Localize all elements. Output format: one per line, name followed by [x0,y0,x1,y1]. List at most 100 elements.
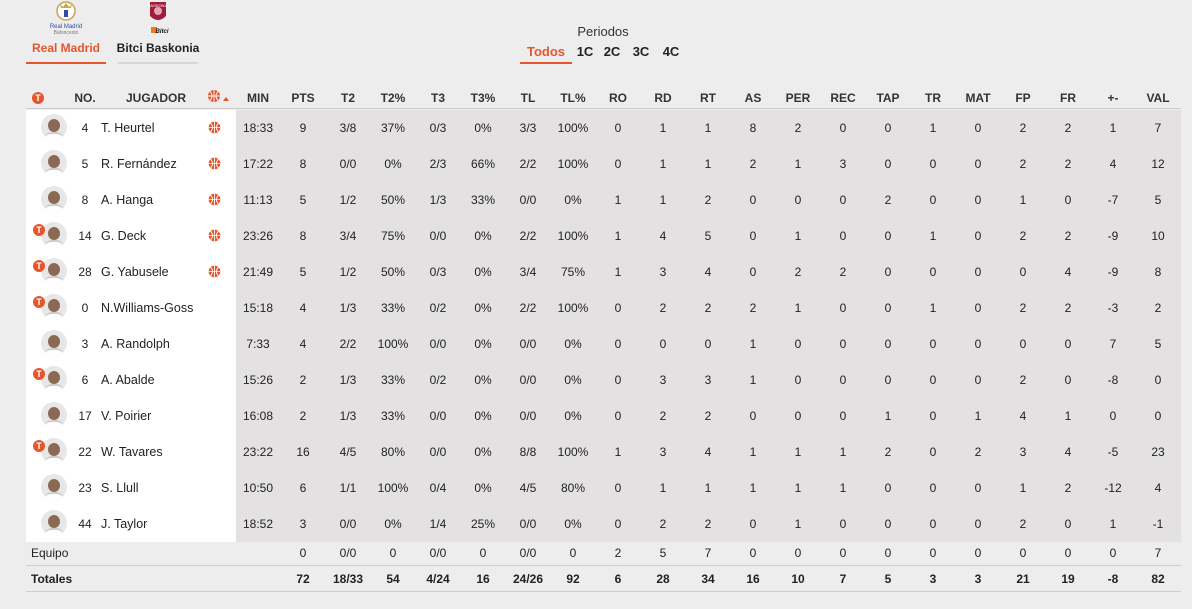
player-name[interactable]: T. Heurtel [101,121,155,135]
col-header-mat[interactable]: MAT [965,91,991,105]
player-name[interactable]: N.Williams-Goss [101,301,194,315]
table-row[interactable]: 3 A. Randolph 7:33 4 2/2 100% 0/0 0% 0/0 0% 0 0 0 1 0 0… [0,326,1192,362]
period-tab-todos[interactable]: Todos [520,44,572,64]
col-header-tl-pct[interactable]: TL% [560,91,586,105]
col-header-fr[interactable]: FR [1060,91,1076,105]
total-cell: 0 [794,546,802,560]
col-header-min[interactable]: MIN [247,91,269,105]
stat-cell: 1 [1064,409,1072,423]
col-header-rt[interactable]: RT [700,91,716,105]
col-header-tl[interactable]: TL [520,91,536,105]
col-header-plus-minus[interactable]: +- [1107,91,1119,105]
col-header-player[interactable]: JUGADOR [125,91,186,105]
table-row[interactable]: T 14 G. Deck 23:26 8 3/4 75% 0/0 0% 2/2 100% 1 4 5 0 1 0… [0,218,1192,254]
stat-cell: 0/0 [519,409,537,423]
stat-cell: 0 [1064,373,1072,387]
stat-cell: 0 [929,481,937,495]
col-header-ro[interactable]: RO [609,91,627,105]
stat-cell: 0 [749,229,757,243]
table-row[interactable]: 44 J. Taylor 18:52 3 0/0 0% 1/4 25% 0/0 0% 0 2 2 0 1 0 0… [0,506,1192,542]
col-header-rd[interactable]: RD [654,91,672,105]
player-name[interactable]: R. Fernández [101,157,177,171]
team-tab-real-madrid[interactable]: Real Madrid Baloncesto Real Madrid [26,0,106,64]
col-header-fp[interactable]: FP [1015,91,1031,105]
col-header-tap[interactable]: TAP [876,91,900,105]
col-header-rec[interactable]: REC [830,91,856,105]
stat-cell: 6 [299,481,307,495]
team-tab-baskonia[interactable]: BASKONIA Bitci Bitci Baskonia [117,0,199,64]
player-number: 8 [81,193,89,207]
period-tab-2c[interactable]: 2C [603,44,621,59]
table-row[interactable]: 17 V. Poirier 16:08 2 1/3 33% 0/0 0% 0/0 0% 0 2 2 0 0 0… [0,398,1192,434]
table-row[interactable]: 8 A. Hanga 11:13 5 1/2 50% 1/3 33% 0/0 0% 1 1 2 0 0 0 2 0… [0,182,1192,218]
table-row[interactable]: 5 R. Fernández 17:22 8 0/0 0% 2/3 66% 2/2 100% 0 1 1… [0,146,1192,182]
stat-cell: 0 [974,337,982,351]
total-cell: 0/0 [519,546,537,560]
col-header-per[interactable]: PER [785,91,811,105]
starter-sort-icon[interactable] [207,89,231,108]
stat-cell: 0% [564,373,582,387]
stat-cell: 23 [1151,445,1165,459]
stat-cell: 7 [1109,337,1117,351]
player-name[interactable]: V. Poirier [101,409,152,423]
stat-cell: 8 [1154,265,1162,279]
totals-row: Totales 72 18/33 54 4/24 16 24/26 92 6 28 34 16 10 7 5… [0,566,1192,592]
player-number: 6 [81,373,89,387]
col-header-as[interactable]: AS [744,91,762,105]
stat-cell: 0% [384,517,402,531]
stat-cell: 0 [1154,409,1162,423]
stat-cell: 0 [929,337,937,351]
table-row[interactable]: T 22 W. Tavares 23:22 16 4/5 80% 0/0 0% 8/8 100% 1 3… [0,434,1192,470]
total-cell: 0 [389,546,397,560]
table-header: T NO. JUGADOR MIN PTS T2 T2% T3 T3% TL TL% RO RD R… [0,89,1192,109]
table-row[interactable]: T 6 A. Abalde 15:26 2 1/3 33% 0/2 0% 0/0 0% 0 3 3 1 0 0 0… [0,362,1192,398]
player-name[interactable]: W. Tavares [101,445,163,459]
table-row[interactable]: T 28 G. Yabusele 21:49 5 1/2 50% 0/3 0% 3/4 75% 1 3 4… [0,254,1192,290]
captain-badge-icon: T [33,364,45,382]
stat-cell: 0 [749,517,757,531]
row-divider [26,565,1181,566]
player-name[interactable]: G. Yabusele [101,265,169,279]
captain-header-icon[interactable]: T [32,90,44,104]
player-name[interactable]: J. Taylor [101,517,148,531]
table-row[interactable]: 4 T. Heurtel 18:33 9 3/8 37% 0/3 0% 3/3 100% 0 1 1 8 2… [0,110,1192,146]
col-header-tr[interactable]: TR [925,91,941,105]
player-name[interactable]: A. Randolph [101,337,170,351]
stat-cell: 2/3 [429,157,447,171]
stat-cell: 2 [794,121,802,135]
col-header-pts[interactable]: PTS [291,91,315,105]
player-name[interactable]: G. Deck [101,229,147,243]
col-header-t2-pct[interactable]: T2% [380,91,406,105]
period-tab-3c[interactable]: 3C [632,44,650,59]
player-name[interactable]: A. Hanga [101,193,154,207]
table-row[interactable]: T 0 N.Williams-Goss 15:18 4 1/3 33% 0/2 0% 2/2 100… [0,290,1192,326]
period-tab-4c[interactable]: 4C [662,44,680,59]
stat-cell: 1 [614,445,622,459]
stat-cell: 1/3 [429,193,447,207]
period-tab-1c[interactable]: 1C [576,44,594,59]
stat-cell: 1 [659,481,667,495]
stat-cell: 0 [614,481,622,495]
stat-cell: 3 [704,373,712,387]
stat-cell: 16:08 [242,409,274,423]
col-header-t3[interactable]: T3 [430,91,445,105]
col-header-val[interactable]: VAL [1146,91,1170,105]
stat-cell: 50% [380,193,406,207]
stat-cell: 75% [380,229,406,243]
col-header-no[interactable]: NO. [74,91,96,105]
stat-cell: 0 [614,301,622,315]
stat-cell: 0 [614,337,622,351]
captain-badge-icon: T [33,256,45,274]
player-name[interactable]: A. Abalde [101,373,155,387]
stat-cell: 2 [659,409,667,423]
player-name[interactable]: S. Llull [101,481,139,495]
stat-cell: 0 [749,409,757,423]
col-header-t2[interactable]: T2 [340,91,355,105]
col-header-t3-pct[interactable]: T3% [470,91,496,105]
stat-cell: 0/0 [519,193,537,207]
stat-cell: 2 [704,193,712,207]
stat-cell: 0 [929,157,937,171]
total-cell: 0 [479,546,487,560]
stat-cell: -9 [1107,265,1119,279]
table-row[interactable]: 23 S. Llull 10:50 6 1/1 100% 0/4 0% 4/5 80% 0 1 1 1 1 1… [0,470,1192,506]
